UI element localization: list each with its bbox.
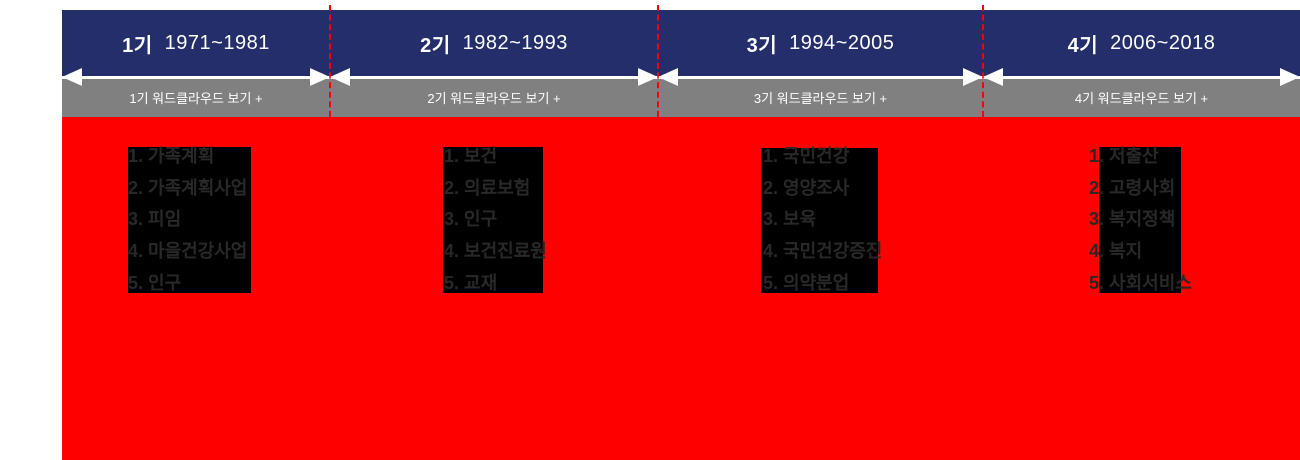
keyword-item: 2. 고령사회 [1089,177,1176,198]
keyword-list-1: 1. 가족계획 2. 가족계획사업 3. 피임 4. 마을건강사업 5. 인구 [128,141,247,299]
keyword-item: 4. 마을건강사업 [128,241,248,262]
keyword-item: 5. 인구 [128,272,182,293]
wordcloud-button-4[interactable]: 4기 워드클라우드 보기 + [983,77,1300,117]
arrow-left-icon [62,68,82,86]
period-years: 1982~1993 [462,32,568,54]
keyword-item: 4. 복지 [1089,241,1143,262]
keyword-list-3: 1. 국민건강 2. 영양조사 3. 보육 4. 국민건강증진 5. 의약분업 [763,141,882,299]
period-divider-dashed-line [982,5,984,117]
arrow-right-icon [638,68,658,86]
arrow-left-icon [983,68,1003,86]
period-years: 2006~2018 [1110,32,1216,54]
keyword-block [1099,147,1181,293]
period-label: 3기 [746,35,778,57]
keyword-item: 2. 의료보험 [444,177,531,198]
keyword-item: 1. 보건 [444,146,498,166]
period-years: 1994~2005 [789,32,895,54]
keyword-item: 3. 복지정책 [1089,209,1176,230]
period-header-1: 1기 1971~1981 [62,10,330,77]
keyword-item: 1. 저출산 [1089,146,1159,166]
period-divider-dashed-line [657,5,659,117]
keyword-item: 2. 가족계획사업 [128,177,248,198]
keyword-block [128,147,251,293]
range-arrow-shaft [62,76,330,79]
arrow-right-icon [1280,68,1300,86]
period-label: 2기 [420,35,451,57]
keyword-item: 5. 사회서비스 [1089,272,1192,293]
period-section-1: 1기 1971~1981 1기 워드클라우드 보기 + [62,0,330,117]
keyword-item: 3. 피임 [128,209,182,230]
range-arrow-shaft [330,76,658,79]
keyword-list-2: 1. 보건 2. 의료보험 3. 인구 4. 보건진료원 5. 교재 [444,141,547,299]
keyword-item: 4. 보건진료원 [444,241,547,262]
wordcloud-button-1[interactable]: 1기 워드클라우드 보기 + [62,77,330,117]
keyword-item: 5. 교재 [444,272,498,293]
period-section-4: 4기 2006~2018 4기 워드클라우드 보기 + [983,0,1300,117]
keyword-item: 3. 인구 [444,209,498,230]
period-section-3: 3기 1994~2005 3기 워드클라우드 보기 + [658,0,983,117]
period-years: 1971~1981 [164,32,270,54]
wordcloud-button-3[interactable]: 3기 워드클라우드 보기 + [658,77,983,117]
keyword-item: 2. 영양조사 [763,177,850,198]
keyword-list-4: 1. 저출산 2. 고령사회 3. 복지정책 4. 복지 5. 사회서비스 [1089,141,1192,299]
keyword-item: 5. 의약분업 [763,272,850,293]
period-header-3: 3기 1994~2005 [658,10,983,77]
range-arrow-shaft [983,76,1300,79]
period-header-4: 4기 2006~2018 [983,10,1300,77]
keyword-block [761,148,878,293]
period-section-2: 2기 1982~1993 2기 워드클라우드 보기 + [330,0,658,117]
content-panel [62,117,1300,460]
arrow-left-icon [658,68,678,86]
keyword-item: 1. 국민건강 [763,146,850,166]
period-label: 1기 [122,35,153,57]
period-header-2: 2기 1982~1993 [330,10,658,77]
keyword-item: 1. 가족계획 [128,146,215,166]
period-divider-dashed-line [329,5,331,117]
arrow-left-icon [330,68,350,86]
wordcloud-button-2[interactable]: 2기 워드클라우드 보기 + [330,77,658,117]
period-label: 4기 [1067,35,1099,57]
arrow-right-icon [310,68,330,86]
range-arrow-shaft [658,76,983,79]
keyword-item: 4. 국민건강증진 [763,241,883,262]
keyword-block [443,147,543,293]
arrow-right-icon [963,68,983,86]
keyword-item: 3. 보육 [763,209,817,230]
